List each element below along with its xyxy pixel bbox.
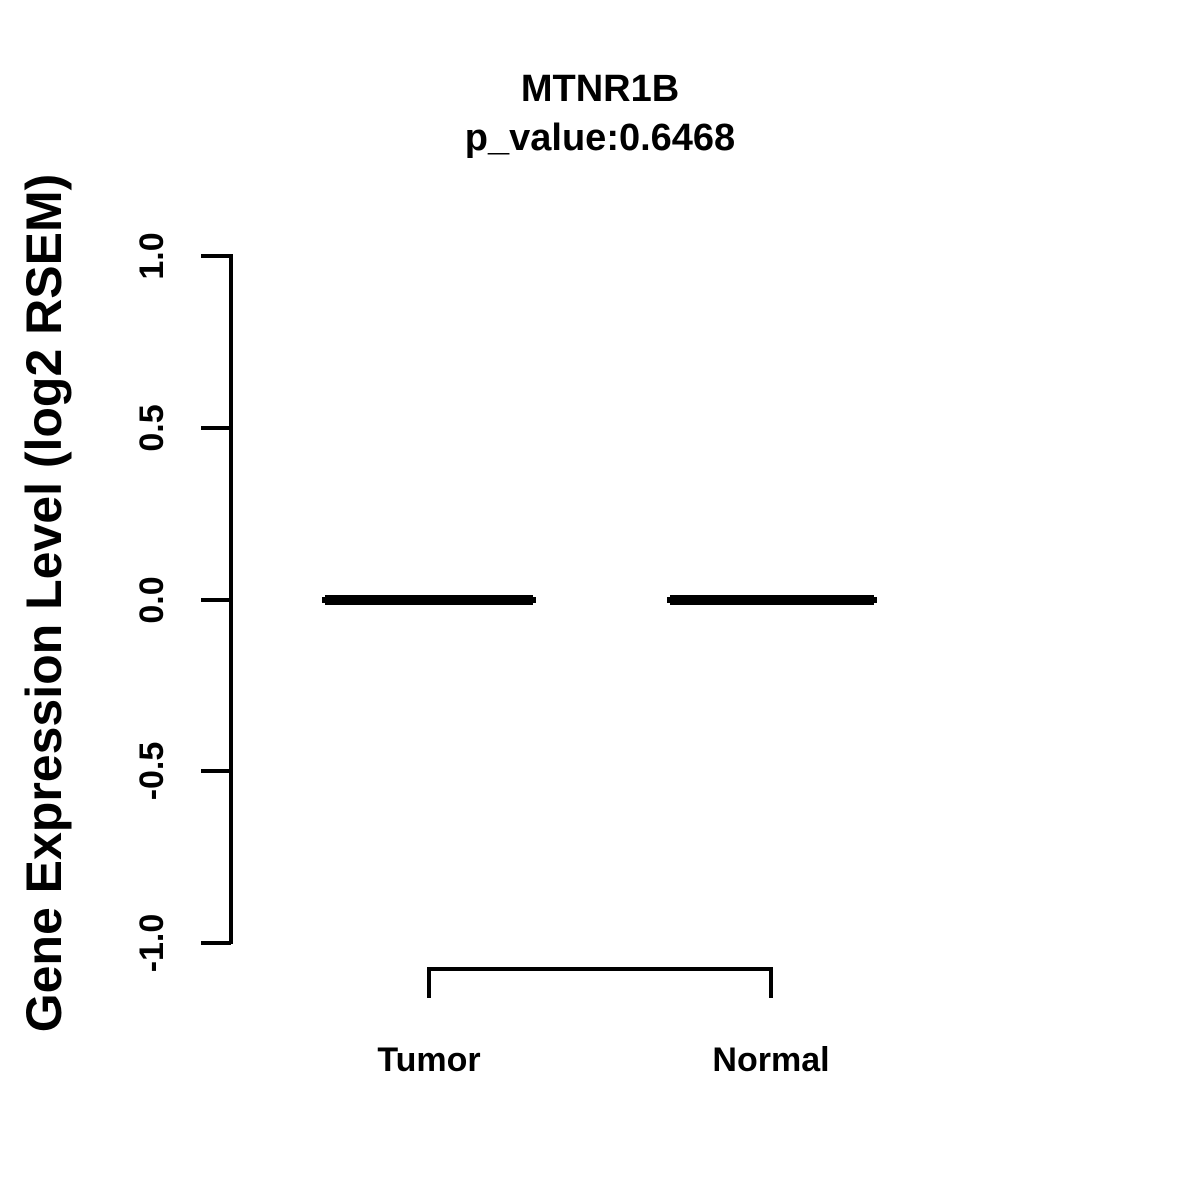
comparison-bracket bbox=[427, 967, 773, 998]
chart-title: MTNR1B bbox=[520, 68, 680, 110]
chart-subtitle-pvalue: p_value:0.6468 bbox=[464, 117, 736, 159]
x-category-label-tumor: Tumor bbox=[377, 1041, 481, 1079]
x-category-label-normal: Normal bbox=[712, 1041, 830, 1079]
